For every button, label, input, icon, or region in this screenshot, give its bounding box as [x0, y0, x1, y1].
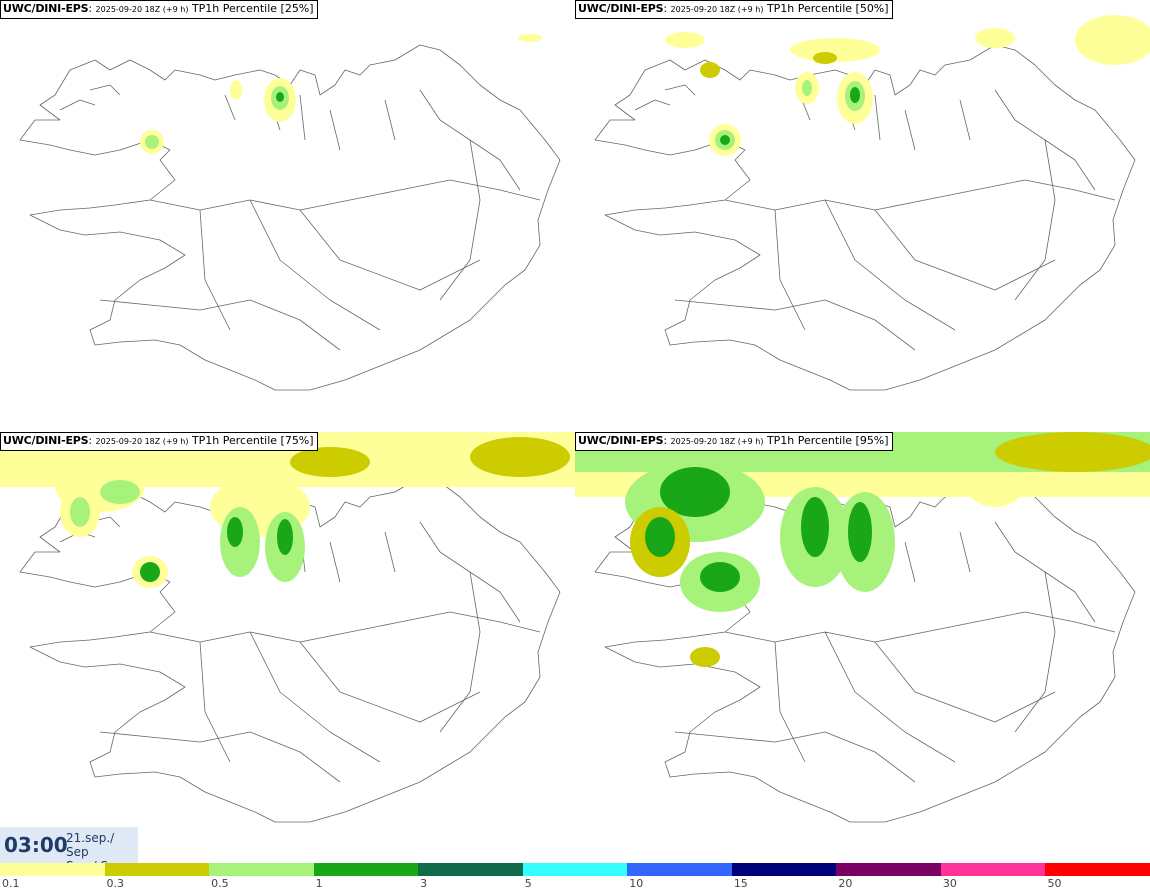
precip-areas — [665, 15, 1150, 156]
legend-tick-label: 20 — [838, 877, 853, 890]
map-panel-p75: UWC/DINI-EPS: 2025-09-20 18Z (+9 h) TP1h… — [0, 432, 575, 863]
run-time: 2025-09-20 18Z (+9 h) — [670, 5, 764, 14]
legend-swatch — [313, 863, 419, 876]
map-panel-p25: UWC/DINI-EPS: 2025-09-20 18Z (+9 h) TP1h… — [0, 0, 575, 431]
legend-swatch — [940, 863, 1046, 876]
model-name: UWC/DINI-EPS — [578, 434, 664, 447]
legend-tick-label: 0.1 — [2, 877, 20, 890]
legend-tick-label: 30 — [942, 877, 957, 890]
panel-title: UWC/DINI-EPS: 2025-09-20 18Z (+9 h) TP1h… — [575, 432, 893, 451]
color-legend — [0, 863, 1150, 876]
run-time: 2025-09-20 18Z (+9 h) — [95, 437, 189, 446]
legend-swatch — [836, 863, 941, 876]
legend-labels: 0.1 0.3 0.5 1 3 5 10 15 20 30 50 — [0, 877, 1150, 891]
model-name: UWC/DINI-EPS — [3, 434, 89, 447]
run-time: 2025-09-20 18Z (+9 h) — [95, 5, 189, 14]
field-name: TP1h Percentile [25%] — [191, 2, 314, 15]
precipitation-map — [19, 34, 561, 391]
legend-tick-label: 5 — [524, 877, 532, 890]
precipitation-map — [594, 15, 1150, 391]
legend-swatch — [731, 863, 837, 876]
legend-tick-label: 3 — [420, 877, 428, 890]
legend-tick-label: 0.3 — [106, 877, 125, 890]
legend-tick-label: 0.5 — [211, 877, 229, 890]
legend-swatch — [1045, 863, 1150, 876]
legend-swatch — [522, 863, 628, 876]
field-name: TP1h Percentile [50%] — [766, 2, 889, 15]
legend-tick-label: 1 — [315, 877, 323, 890]
panel-title: UWC/DINI-EPS: 2025-09-20 18Z (+9 h) TP1h… — [575, 0, 893, 19]
precipitation-map — [575, 432, 1150, 823]
precipitation-map — [0, 432, 575, 823]
legend-tick-label: 15 — [733, 877, 748, 890]
field-name: TP1h Percentile [95%] — [766, 434, 889, 447]
valid-hour: 03:00 — [4, 833, 68, 857]
panel-title: UWC/DINI-EPS: 2025-09-20 18Z (+9 h) TP1h… — [0, 432, 318, 451]
legend-swatch — [0, 863, 105, 876]
run-time: 2025-09-20 18Z (+9 h) — [670, 437, 764, 446]
map-panel-p95: UWC/DINI-EPS: 2025-09-20 18Z (+9 h) TP1h… — [575, 432, 1150, 863]
legend-swatch — [418, 863, 523, 876]
panel-title: UWC/DINI-EPS: 2025-09-20 18Z (+9 h) TP1h… — [0, 0, 318, 19]
legend-swatch — [627, 863, 732, 876]
field-name: TP1h Percentile [75%] — [191, 434, 314, 447]
date-label: 21.sep./ Sep — [66, 831, 115, 859]
model-name: UWC/DINI-EPS — [3, 2, 89, 15]
legend-tick-label: 50 — [1047, 877, 1062, 890]
precip-areas — [0, 432, 575, 588]
valid-time-box: 03:00 21.sep./ Sep Sun./ Sun — [0, 827, 138, 873]
precip-areas — [140, 34, 542, 154]
legend-tick-label: 10 — [629, 877, 644, 890]
precip-areas — [575, 432, 1150, 667]
legend-swatch — [104, 863, 210, 876]
map-panel-p50: UWC/DINI-EPS: 2025-09-20 18Z (+9 h) TP1h… — [575, 0, 1150, 431]
legend-swatch — [209, 863, 314, 876]
model-name: UWC/DINI-EPS — [578, 2, 664, 15]
